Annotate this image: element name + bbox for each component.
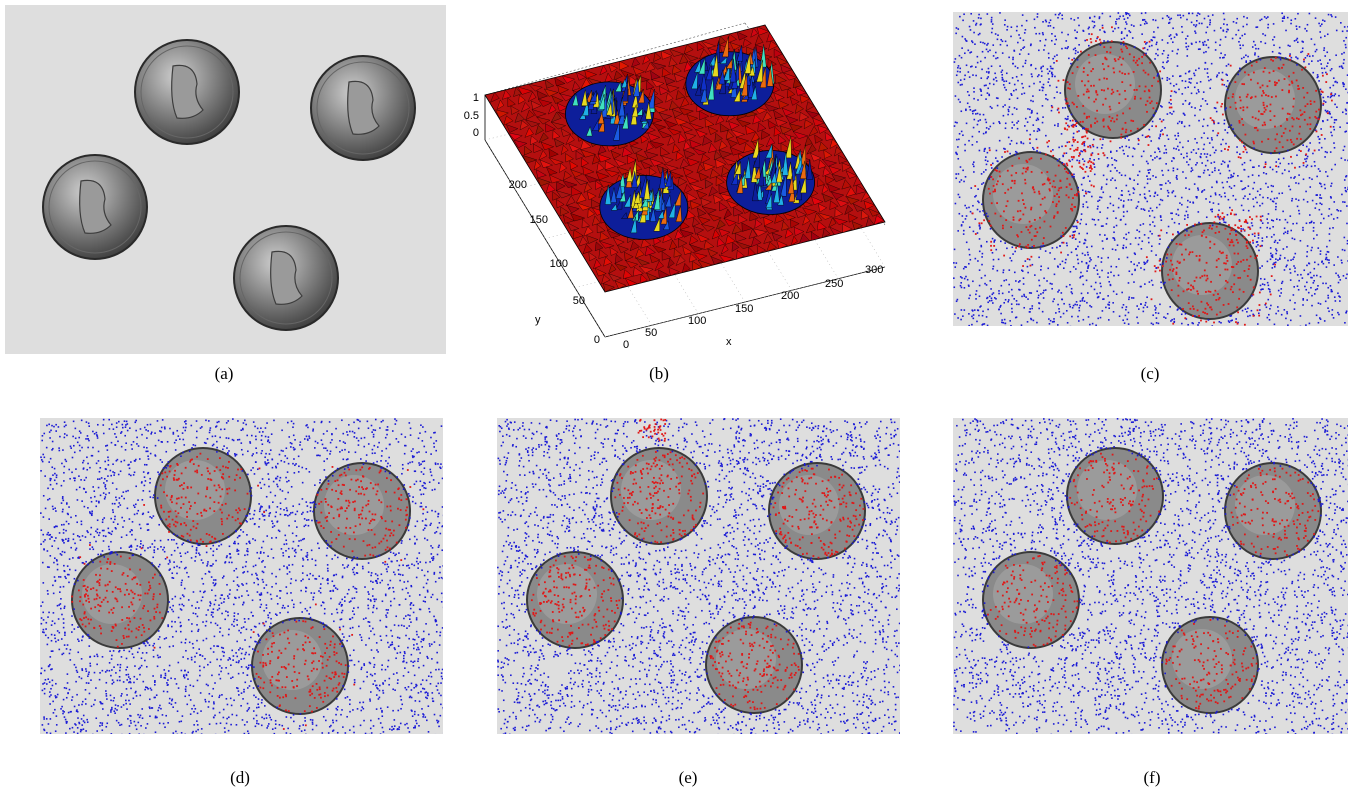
x-tick-300: 300	[865, 264, 883, 276]
x-tick-250: 250	[825, 278, 843, 290]
coin-points	[971, 26, 1333, 326]
panel-c-classification	[953, 12, 1348, 326]
coin-points	[987, 452, 1320, 710]
panel-e-classification	[497, 418, 900, 734]
x-tick-50: 50	[645, 327, 657, 339]
caption-b: (b)	[649, 364, 669, 383]
background-points	[953, 12, 1348, 326]
y-tick-150: 150	[530, 214, 548, 226]
x-tick-150: 150	[735, 303, 753, 315]
x-axis-label: x	[726, 336, 732, 348]
caption-f: (f)	[1143, 768, 1161, 787]
background-points	[497, 418, 900, 734]
coin-points	[71, 452, 425, 730]
z-tick-0: 0	[473, 127, 479, 139]
panel-b-3d-surface: 1 0.5 0 200 150 100 50 0 y 0 50 100 150 …	[455, 5, 910, 360]
x-tick-0: 0	[623, 339, 629, 351]
caption-e: (e)	[678, 768, 698, 787]
z-tick-0.5: 0.5	[464, 110, 479, 122]
coin-points	[530, 418, 865, 711]
caption-a: (a)	[214, 364, 234, 383]
scatter-image-e	[497, 418, 900, 734]
x-tick-200: 200	[781, 290, 799, 302]
y-tick-0: 0	[594, 334, 600, 346]
y-tick-200: 200	[509, 179, 527, 191]
scatter-image-d	[40, 418, 443, 734]
coins-group	[42, 39, 416, 331]
coin-photo	[5, 5, 446, 354]
caption-d: (d)	[230, 768, 250, 787]
panel-a-coin-image	[5, 5, 446, 354]
y-tick-100: 100	[550, 258, 568, 270]
panel-d-classification	[40, 418, 443, 734]
y-tick-50: 50	[573, 295, 585, 307]
y-axis-label: y	[535, 314, 541, 326]
background-points	[953, 418, 1348, 734]
scatter-image-f	[953, 418, 1348, 734]
x-tick-100: 100	[688, 315, 706, 327]
background-points	[40, 418, 443, 734]
caption-c: (c)	[1140, 364, 1160, 383]
back-edge	[484, 22, 746, 96]
surface-plot: 1 0.5 0 200 150 100 50 0 y 0 50 100 150 …	[464, 22, 886, 351]
scatter-image-c	[953, 12, 1348, 326]
panel-f-classification	[953, 418, 1348, 734]
z-tick-1: 1	[473, 92, 479, 104]
surface-mesh	[484, 24, 886, 293]
